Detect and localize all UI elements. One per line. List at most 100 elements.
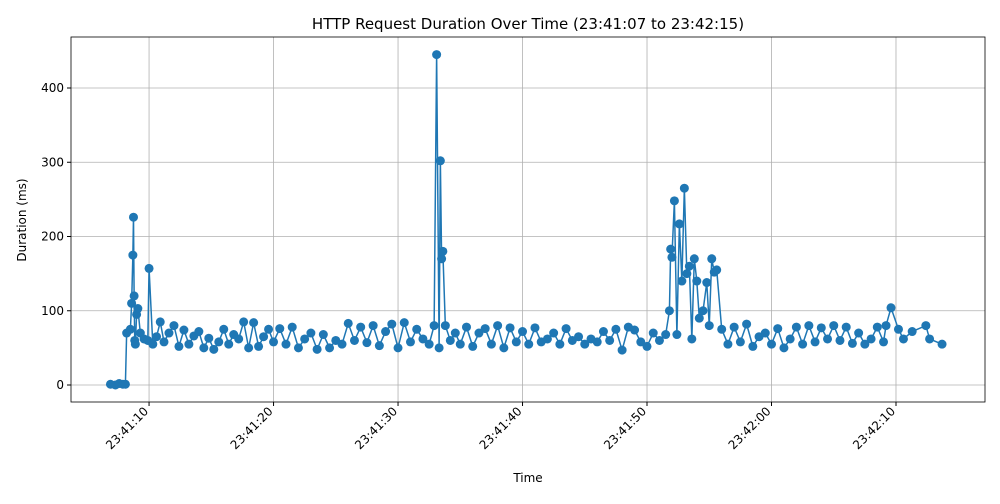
- data-point: [791, 322, 801, 332]
- data-point: [879, 337, 889, 347]
- data-point: [493, 321, 503, 331]
- data-point: [269, 337, 279, 347]
- data-point: [381, 327, 391, 337]
- data-point: [841, 322, 851, 332]
- data-point: [592, 337, 602, 347]
- y-tick-label: 0: [56, 378, 64, 392]
- data-point: [244, 343, 254, 353]
- data-point: [518, 327, 528, 337]
- data-point: [325, 343, 335, 353]
- data-point: [661, 330, 671, 340]
- data-point: [642, 341, 652, 351]
- data-point: [424, 339, 434, 349]
- data-point: [499, 343, 509, 353]
- data-point: [617, 345, 627, 355]
- data-point: [486, 339, 496, 349]
- data-point: [542, 334, 552, 344]
- data-point: [684, 261, 694, 271]
- data-point: [561, 324, 571, 334]
- data-point: [682, 269, 692, 279]
- data-point: [152, 332, 162, 342]
- data-point: [729, 322, 739, 332]
- data-point: [702, 278, 712, 288]
- data-point: [785, 334, 795, 344]
- data-point: [847, 338, 857, 348]
- data-point: [860, 339, 870, 349]
- data-point: [432, 50, 442, 60]
- data-point: [707, 254, 717, 264]
- data-point: [393, 343, 403, 353]
- data-point: [318, 330, 328, 340]
- data-point: [630, 325, 640, 335]
- data-point: [199, 343, 209, 353]
- data-point: [356, 322, 366, 332]
- data-point: [767, 339, 777, 349]
- data-point: [281, 339, 291, 349]
- data-point: [672, 330, 682, 340]
- data-point: [429, 321, 439, 331]
- data-point: [893, 324, 903, 334]
- y-tick-label: 300: [41, 155, 64, 169]
- data-point: [259, 332, 269, 342]
- data-point: [434, 343, 444, 353]
- data-point: [598, 327, 608, 337]
- data-point: [418, 334, 428, 344]
- data-point: [798, 339, 808, 349]
- y-tick-label: 100: [41, 304, 64, 318]
- y-tick-label: 400: [41, 81, 64, 95]
- data-point: [184, 339, 194, 349]
- data-point: [574, 332, 584, 342]
- plot-frame: [70, 36, 986, 403]
- data-point: [735, 337, 745, 347]
- data-point: [343, 318, 353, 328]
- data-point: [144, 263, 154, 273]
- data-point: [524, 339, 534, 349]
- data-point: [209, 344, 219, 354]
- data-point: [468, 341, 478, 351]
- data-point: [654, 335, 664, 345]
- data-point: [387, 319, 397, 329]
- data-point: [823, 334, 833, 344]
- chart-title: HTTP Request Duration Over Time (23:41:0…: [312, 15, 744, 33]
- data-point: [667, 252, 677, 262]
- data-point: [937, 339, 947, 349]
- data-point: [127, 298, 137, 308]
- data-point: [194, 327, 204, 337]
- data-point: [605, 335, 615, 345]
- data-point: [723, 339, 733, 349]
- data-point: [412, 324, 422, 334]
- data-point: [872, 322, 882, 332]
- x-axis-label: Time: [512, 471, 542, 485]
- data-point: [214, 337, 224, 347]
- data-point: [511, 337, 521, 347]
- y-axis-label: Duration (ms): [15, 178, 29, 261]
- data-point: [925, 334, 935, 344]
- data-point: [440, 321, 450, 331]
- data-point: [169, 321, 179, 331]
- data-point: [760, 328, 770, 338]
- data-point: [435, 156, 445, 166]
- data-point: [694, 313, 704, 323]
- data-point: [179, 325, 189, 335]
- data-point: [677, 276, 687, 286]
- data-point: [438, 246, 448, 256]
- data-point: [898, 334, 908, 344]
- data-point: [530, 323, 540, 333]
- data-point: [717, 324, 727, 334]
- data-point: [698, 306, 708, 316]
- data-point: [128, 250, 138, 260]
- data-point: [337, 339, 347, 349]
- data-point: [349, 335, 359, 345]
- data-point: [810, 337, 820, 347]
- data-point: [275, 324, 285, 334]
- data-point: [133, 304, 143, 314]
- data-point: [224, 339, 234, 349]
- data-point: [866, 334, 876, 344]
- data-point: [239, 317, 249, 327]
- data-point: [689, 254, 699, 264]
- data-point: [234, 334, 244, 344]
- data-point: [128, 212, 138, 222]
- data-point: [130, 339, 140, 349]
- data-point: [129, 291, 139, 301]
